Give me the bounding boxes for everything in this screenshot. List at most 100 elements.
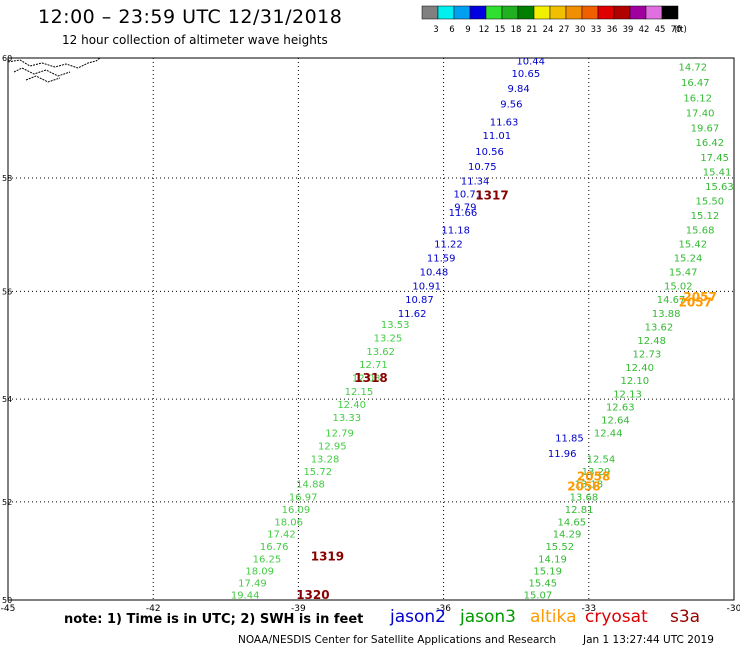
x-tick-label: -45 <box>1 604 16 614</box>
swh-value-label: 12.10 <box>620 376 649 387</box>
swh-value-label: 17.72 <box>211 627 240 638</box>
footnote: note: 1) Time is in UTC; 2) SWH is in fe… <box>64 612 364 627</box>
swh-value-label: 13.18 <box>574 480 603 491</box>
swh-value-label: 15.47 <box>669 268 698 279</box>
x-tick-label: -36 <box>436 604 451 614</box>
swh-value-label: 12.81 <box>565 505 594 516</box>
swh-value-label: 11.66 <box>449 208 478 219</box>
swh-value-label: 15.72 <box>303 467 332 478</box>
colorbar-tick-label: 36 <box>607 25 618 35</box>
colorbar-tick-label: 70 <box>671 25 682 35</box>
colorbar-tick-label: 33 <box>591 25 602 35</box>
swh-value-label: 14.72 <box>679 63 708 74</box>
x-tick-label: -33 <box>581 604 596 614</box>
pass-number-label: 2058 <box>567 480 600 494</box>
colorbar-tick-label: 9 <box>465 25 470 35</box>
swh-value-label: 12.03 <box>352 374 381 385</box>
colorbar-swatch <box>661 5 679 20</box>
y-tick-label: 56 <box>2 287 12 296</box>
plot-frame <box>7 57 735 601</box>
legend-cryosat: cryosat <box>585 607 648 627</box>
pass-number-label: 2058 <box>577 470 610 484</box>
swh-value-label: 13.53 <box>381 320 410 331</box>
swh-value-label: 11.59 <box>427 254 456 265</box>
swh-value-label: 16.42 <box>695 138 724 149</box>
swh-value-label: 15.02 <box>664 281 693 292</box>
swh-value-label: 13.62 <box>645 323 674 334</box>
swh-value-label: 12.95 <box>318 441 347 452</box>
colorbar-tick-label: 39 <box>623 25 634 35</box>
swh-value-label: 12.15 <box>345 387 374 398</box>
x-tick-label: -42 <box>146 604 161 614</box>
swh-value-label: 15.07 <box>524 591 553 602</box>
swh-value-label: 15.52 <box>545 542 574 553</box>
legend-altika: altika <box>530 607 577 627</box>
swh-value-label: 12.63 <box>606 403 635 414</box>
colorbar-tick-label: 45 <box>655 25 666 35</box>
swh-value-label: 12.40 <box>625 363 654 374</box>
chart-subtitle: 12 hour collection of altimeter wave hei… <box>62 33 328 47</box>
swh-value-label: 17.42 <box>267 530 296 541</box>
swh-value-label: 19.44 <box>231 591 260 602</box>
swh-value-label: 17.45 <box>700 153 729 164</box>
swh-value-label: 16.76 <box>260 542 289 553</box>
generation-timestamp: Jan 1 13:27:44 UTC 2019 <box>583 634 714 646</box>
x-tick-label: -39 <box>291 604 306 614</box>
swh-value-label: 15.12 <box>691 211 720 222</box>
pass-number-label: 1319 <box>311 549 344 563</box>
swh-value-label: 12.71 <box>359 360 388 371</box>
swh-value-label: 11.85 <box>555 434 584 445</box>
swh-value-label: 13.88 <box>652 309 681 320</box>
swh-value-label: 11.34 <box>461 176 490 187</box>
swh-value-label: 10.65 <box>512 69 541 80</box>
swh-value-label: 17.40 <box>686 108 715 119</box>
swh-value-label: 12.48 <box>637 336 666 347</box>
swh-value-label: 19.67 <box>691 123 720 134</box>
credit-line: NOAA/NESDIS Center for Satellite Applica… <box>238 634 556 646</box>
swh-value-label: 18.06 <box>274 517 303 528</box>
legend-jason3: jason3 <box>460 607 516 627</box>
colorbar-tick-label: 27 <box>559 25 570 35</box>
swh-value-label: 10.75 <box>468 162 497 173</box>
swh-value-label: 16.47 <box>681 78 710 89</box>
colorbar-tick-label: 18 <box>511 25 522 35</box>
swh-value-label: 12.40 <box>337 400 366 411</box>
pass-number-label: 2057 <box>679 295 712 309</box>
swh-value-label: 17.49 <box>238 579 267 590</box>
y-tick-label: 50 <box>2 596 12 605</box>
y-tick-label: 54 <box>2 395 12 404</box>
swh-value-label: 14.65 <box>558 517 587 528</box>
swh-value-label: 13.25 <box>374 333 403 344</box>
swh-value-label: 15.63 <box>705 182 734 193</box>
legend-s3a: s3a <box>670 607 701 627</box>
swh-value-label: 18.09 <box>245 566 274 577</box>
swh-value-label: 10.91 <box>412 281 441 292</box>
colorbar-tick-label: 42 <box>639 25 650 35</box>
swh-value-label: 10.87 <box>405 295 434 306</box>
swh-value-label: 12.44 <box>594 429 623 440</box>
y-tick-label: 60 <box>2 54 12 63</box>
legend-jason2: jason2 <box>390 607 446 627</box>
colorbar-unit: (ft) <box>674 25 687 35</box>
swh-value-label: 16.12 <box>683 93 712 104</box>
y-tick-label: 52 <box>2 498 12 507</box>
swh-value-label: 14.19 <box>538 554 567 565</box>
swh-value-label: 13.62 <box>366 347 395 358</box>
swh-value-label: 10.71 <box>453 190 482 201</box>
pass-number-label: 1318 <box>354 371 387 385</box>
color-scale-legend: 3 6 9 12 15 18 21 24 27 30 33 36 39 42 45 70(ft) <box>421 5 687 35</box>
swh-value-label: 14.67 <box>657 295 686 306</box>
swh-value-label: 10.48 <box>420 268 449 279</box>
chart-title: 12:00 – 23:59 UTC 12/31/2018 <box>38 6 343 28</box>
swh-value-label: 11.62 <box>398 309 427 320</box>
swh-value-label: 12.79 <box>325 429 354 440</box>
swh-value-label: 16.09 <box>282 505 311 516</box>
colorbar-tick-label: 21 <box>527 25 538 35</box>
colorbar-tick-label: 30 <box>575 25 586 35</box>
pass-number-label: 1317 <box>475 188 508 202</box>
x-tick-label: -30 <box>727 604 740 614</box>
swh-value-label: 9.56 <box>500 99 522 110</box>
swh-value-label: 15.45 <box>528 579 557 590</box>
